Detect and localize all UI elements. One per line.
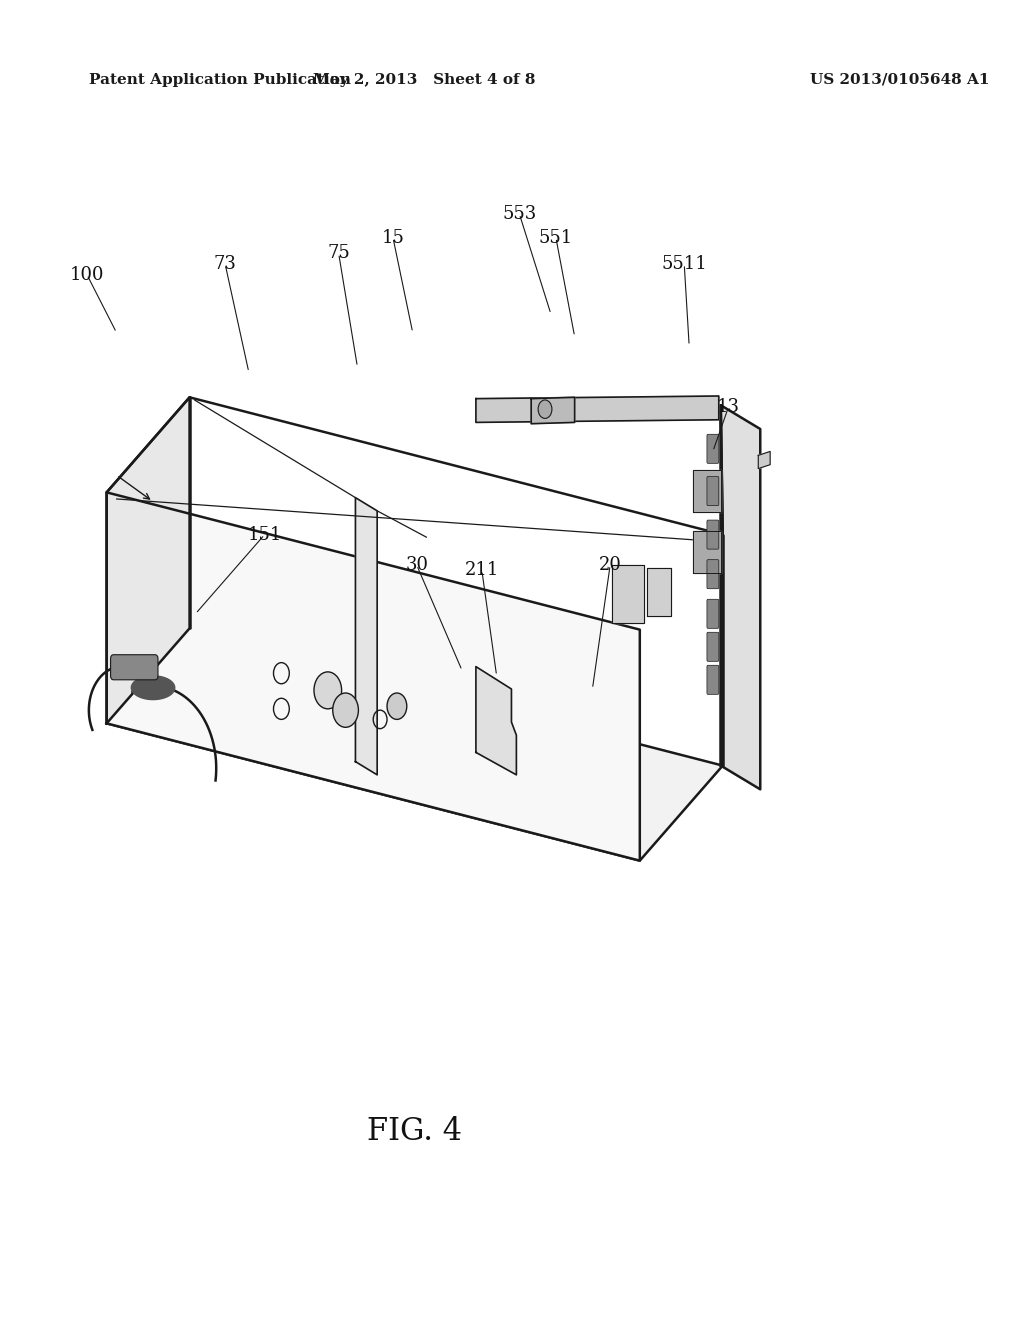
Polygon shape [106, 397, 189, 723]
Polygon shape [106, 492, 640, 861]
Text: 30: 30 [406, 556, 428, 574]
Polygon shape [721, 405, 723, 766]
Text: 13: 13 [717, 397, 740, 416]
Text: May 2, 2013   Sheet 4 of 8: May 2, 2013 Sheet 4 of 8 [313, 73, 536, 87]
Circle shape [387, 693, 407, 719]
Polygon shape [721, 405, 760, 789]
Polygon shape [693, 470, 721, 512]
Circle shape [333, 693, 358, 727]
Text: 551: 551 [539, 228, 573, 247]
Polygon shape [131, 676, 175, 700]
Text: 5511: 5511 [662, 255, 708, 273]
Text: 73: 73 [214, 255, 237, 273]
Polygon shape [759, 451, 770, 469]
Polygon shape [693, 531, 721, 573]
Polygon shape [612, 565, 644, 623]
Text: Patent Application Publication: Patent Application Publication [89, 73, 351, 87]
Polygon shape [476, 667, 516, 775]
Circle shape [314, 672, 342, 709]
Text: US 2013/0105648 A1: US 2013/0105648 A1 [810, 73, 989, 87]
Polygon shape [531, 397, 574, 424]
Text: 100: 100 [70, 265, 104, 284]
FancyBboxPatch shape [111, 655, 158, 680]
Text: 151: 151 [248, 525, 282, 544]
FancyBboxPatch shape [707, 665, 719, 694]
Text: 553: 553 [502, 205, 537, 223]
Circle shape [538, 400, 552, 418]
Text: 15: 15 [382, 228, 404, 247]
FancyBboxPatch shape [707, 632, 719, 661]
Polygon shape [355, 498, 377, 775]
Text: 75: 75 [328, 244, 350, 263]
Polygon shape [476, 396, 719, 422]
FancyBboxPatch shape [707, 477, 719, 506]
FancyBboxPatch shape [707, 560, 719, 589]
FancyBboxPatch shape [707, 520, 719, 549]
Text: FIG. 4: FIG. 4 [368, 1115, 462, 1147]
Text: 211: 211 [465, 561, 499, 579]
FancyBboxPatch shape [707, 599, 719, 628]
Polygon shape [106, 628, 723, 861]
Text: 20: 20 [599, 556, 622, 574]
Polygon shape [647, 568, 672, 616]
FancyBboxPatch shape [707, 434, 719, 463]
